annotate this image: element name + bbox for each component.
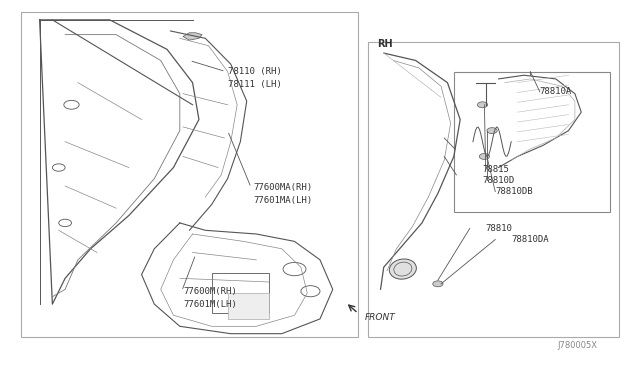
Polygon shape [183,33,202,40]
Bar [212,273,269,313]
Text: 78815: 78815 [483,165,509,174]
Circle shape [477,102,488,108]
Text: 77601M(LH): 77601M(LH) [183,300,237,309]
Text: 78110 (RH): 78110 (RH) [228,67,282,76]
Bar [228,293,269,319]
Text: 78810A: 78810A [540,87,572,96]
FancyBboxPatch shape [20,13,358,337]
Text: 78111 (LH): 78111 (LH) [228,80,282,89]
Text: J780005X: J780005X [557,341,597,350]
Circle shape [479,154,490,160]
Circle shape [487,128,497,134]
Ellipse shape [389,259,417,279]
Text: FRONT: FRONT [365,312,396,321]
Text: 77601MA(LH): 77601MA(LH) [253,196,312,205]
Text: 77600M(RH): 77600M(RH) [183,287,237,296]
FancyBboxPatch shape [454,71,610,212]
Text: 78810DB: 78810DB [495,187,533,196]
Text: 78810: 78810 [486,224,513,233]
Text: 78810DA: 78810DA [511,235,548,244]
Text: 78810D: 78810D [483,176,515,185]
Text: 77600MA(RH): 77600MA(RH) [253,183,312,192]
Circle shape [433,281,443,287]
FancyBboxPatch shape [368,42,620,337]
Text: RH: RH [378,39,393,49]
